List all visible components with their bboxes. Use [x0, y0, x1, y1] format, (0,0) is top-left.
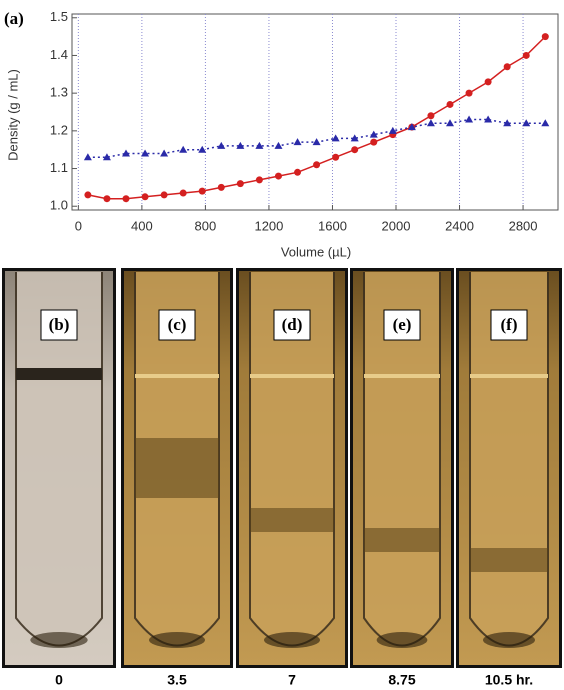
x-tick-label: 800 [195, 218, 217, 233]
y-tick-label: 1.2 [50, 122, 68, 137]
data-point [179, 146, 187, 153]
band [470, 548, 548, 572]
time-label: 7 [288, 672, 296, 688]
data-point [237, 180, 244, 187]
data-point [504, 63, 511, 70]
x-axis-label: Volume (µL) [281, 244, 351, 259]
time-label: 8.75 [388, 672, 415, 688]
figure: (a) Density (g / mL) Volume (µL) 0 400 800… [0, 0, 564, 690]
panel-label: (b) [49, 315, 70, 334]
y-tick-label: 1.0 [50, 198, 68, 213]
data-point [274, 142, 282, 149]
data-point [294, 169, 301, 176]
photo-panel: (e) 8.75 [350, 268, 454, 688]
band [135, 438, 219, 498]
photo-panel: (b) 0 [2, 268, 116, 688]
x-tick-label: 2800 [509, 218, 538, 233]
photo-panel: (c) 3.5 [121, 268, 233, 688]
data-point [218, 184, 225, 191]
liquid-top [250, 374, 334, 378]
liquid-top [16, 368, 102, 380]
plot-frame [72, 14, 558, 210]
liquid-top [364, 374, 440, 378]
data-point [275, 173, 282, 180]
panel-label: (a) [4, 9, 24, 28]
data-point [542, 33, 549, 40]
time-label: 3.5 [167, 672, 187, 688]
sediment [264, 632, 320, 648]
data-point [84, 191, 91, 198]
time-label: 10.5 hr. [485, 672, 533, 688]
sediment [483, 632, 535, 648]
y-axis-label: Density (g / mL) [5, 69, 20, 161]
x-tick-label: 1600 [318, 218, 347, 233]
x-tick-label: 2000 [382, 218, 411, 233]
panel-label: (c) [168, 315, 187, 334]
data-point [370, 139, 377, 146]
x-tick-label: 400 [131, 218, 153, 233]
data-point [465, 116, 473, 123]
data-point [256, 176, 263, 183]
data-point [313, 138, 321, 145]
data-point [84, 153, 92, 160]
data-point [523, 52, 530, 59]
data-point [217, 142, 225, 149]
band [364, 528, 440, 552]
photo-panel: (d) 7 [236, 268, 348, 688]
data-point [160, 149, 168, 156]
photo-panel: (f) 10.5 hr. [456, 268, 562, 688]
band [250, 508, 334, 532]
data-point [332, 154, 339, 161]
data-point [427, 112, 434, 119]
panel-label: (e) [393, 315, 412, 334]
data-point [351, 146, 358, 153]
y-tick-label: 1.1 [50, 160, 68, 175]
data-point [446, 119, 454, 126]
data-point [447, 101, 454, 108]
sediment [30, 632, 87, 648]
sediment [377, 632, 428, 648]
liquid-top [135, 374, 219, 378]
data-point [313, 161, 320, 168]
data-point [142, 193, 149, 200]
x-tick-label: 1200 [254, 218, 283, 233]
data-point [427, 119, 435, 126]
data-point [466, 90, 473, 97]
data-point [541, 119, 549, 126]
data-point [199, 188, 206, 195]
data-point [123, 195, 130, 202]
panel-label: (f) [501, 315, 518, 334]
series-line [88, 37, 545, 199]
y-tick-label: 1.5 [50, 9, 68, 24]
data-point [103, 195, 110, 202]
time-label: 0 [55, 672, 63, 688]
y-tick-label: 1.4 [50, 47, 68, 62]
y-tick-label: 1.3 [50, 85, 68, 100]
x-tick-label: 0 [75, 218, 82, 233]
data-point [294, 138, 302, 145]
sediment [149, 632, 205, 648]
data-point [180, 190, 187, 197]
panel-label: (d) [282, 315, 303, 334]
liquid-top [470, 374, 548, 378]
data-point [161, 191, 168, 198]
x-tick-label: 2400 [445, 218, 474, 233]
data-point [485, 78, 492, 85]
